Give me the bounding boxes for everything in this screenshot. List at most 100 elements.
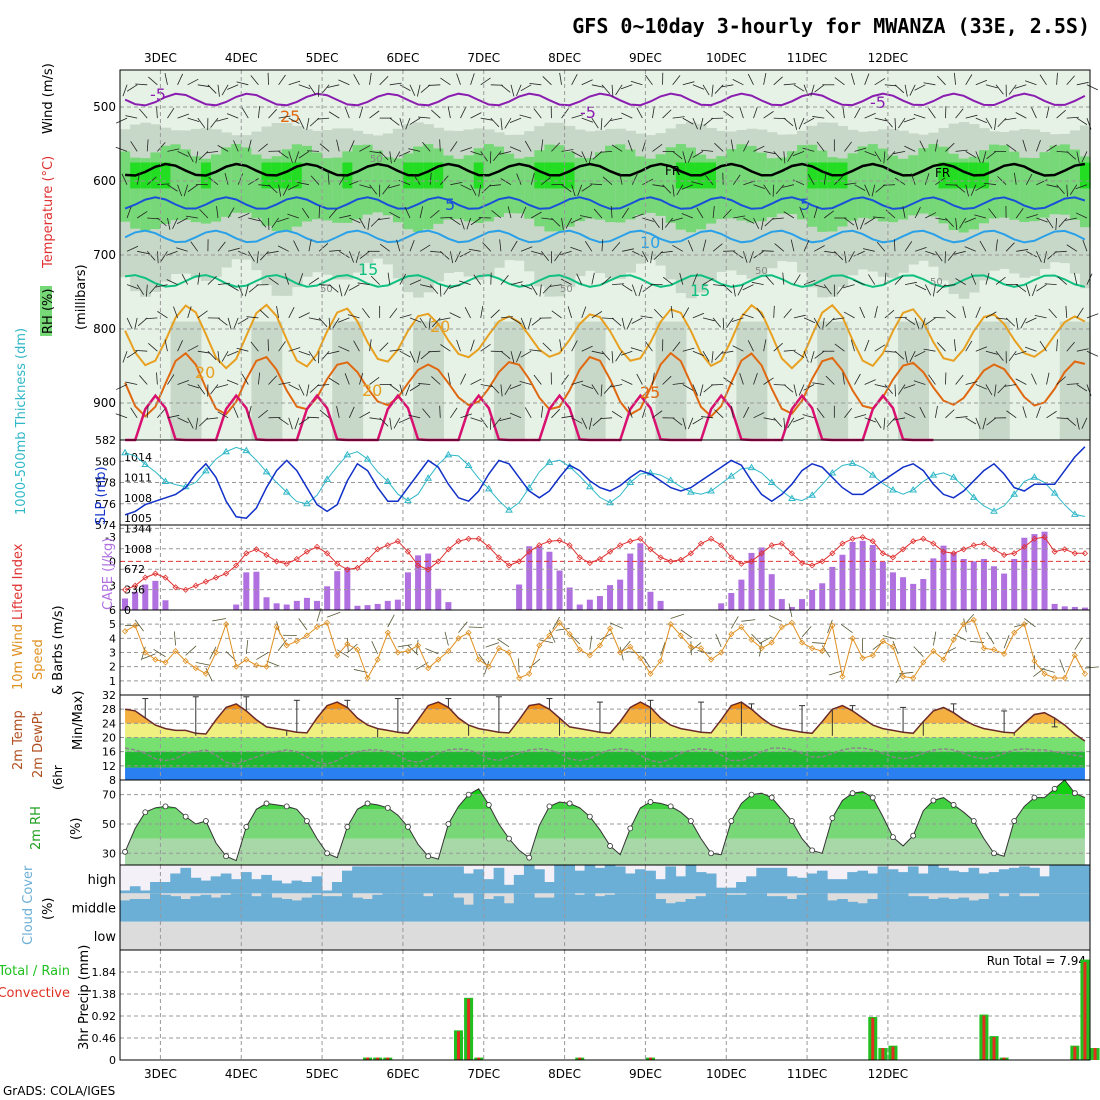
thickness-marker bbox=[646, 468, 655, 476]
wind-barb bbox=[422, 408, 431, 419]
rh-marker bbox=[586, 813, 593, 820]
wind-barb bbox=[775, 184, 785, 195]
wind-barb bbox=[357, 282, 370, 285]
cloud-bar-middle bbox=[1039, 893, 1050, 922]
lifted-index-marker bbox=[536, 542, 543, 549]
cloud-bar-middle bbox=[463, 904, 474, 922]
wind-speed-marker bbox=[1071, 652, 1078, 659]
wind-barb bbox=[1036, 179, 1048, 186]
pressure-tick: 600 bbox=[93, 174, 116, 188]
wind-barb bbox=[321, 350, 330, 361]
cloud-bar-high bbox=[402, 866, 414, 894]
surface-wind-barb bbox=[485, 642, 500, 648]
wind-barb bbox=[803, 351, 809, 363]
wind-barb bbox=[787, 151, 795, 162]
cape-bar bbox=[829, 566, 836, 610]
wind-barb bbox=[160, 251, 168, 262]
wind-barb bbox=[540, 405, 544, 418]
wind-barb bbox=[763, 72, 767, 85]
cloud-bar-high bbox=[170, 873, 181, 894]
wind-barb bbox=[732, 78, 744, 86]
wind-barb bbox=[636, 107, 643, 119]
wind-barb bbox=[428, 84, 441, 86]
wind-barb bbox=[1025, 173, 1033, 185]
cape-bar bbox=[758, 547, 765, 610]
cloud-bar-middle bbox=[139, 899, 151, 922]
wind-barb bbox=[739, 372, 744, 385]
wind-barb bbox=[221, 84, 229, 96]
wind-barb bbox=[237, 317, 249, 325]
wind-barb bbox=[591, 84, 604, 88]
contour-label: 25 bbox=[280, 107, 300, 126]
wind-barb bbox=[955, 149, 968, 152]
wind-barb bbox=[135, 349, 148, 352]
wind-barb bbox=[236, 347, 249, 352]
wind-barb bbox=[348, 251, 355, 263]
wind-barb bbox=[172, 217, 178, 230]
wind-barb bbox=[409, 317, 422, 323]
wind-barb bbox=[393, 417, 401, 429]
rh-low-cell bbox=[170, 321, 182, 440]
cloud-bar-middle bbox=[816, 893, 828, 922]
wind-barb bbox=[964, 246, 976, 252]
wind-barb bbox=[589, 183, 602, 186]
wind-barb bbox=[1036, 217, 1048, 223]
ylabel-rh: RH (%) bbox=[41, 289, 56, 334]
wind-barb bbox=[688, 151, 694, 163]
wind-speed-marker bbox=[182, 657, 189, 665]
rh-green-cell bbox=[352, 145, 364, 220]
wind-barb bbox=[551, 142, 561, 152]
wind-barb bbox=[581, 79, 593, 86]
wind-barb bbox=[771, 217, 784, 220]
wind-barb bbox=[284, 273, 290, 285]
precip-convective-bar bbox=[891, 1046, 895, 1060]
cape-bar bbox=[768, 574, 775, 610]
cloud-bar-high bbox=[352, 866, 363, 894]
wind-barb bbox=[298, 84, 311, 90]
wind-barb bbox=[965, 74, 973, 86]
wind-barb bbox=[621, 379, 633, 385]
ylabel-cloud: Cloud Cover bbox=[21, 865, 36, 945]
cape-bar bbox=[314, 600, 321, 610]
wind-barb bbox=[136, 172, 141, 185]
wind-tick: 4 bbox=[109, 632, 116, 645]
lifted-index-marker bbox=[394, 538, 401, 545]
wind-speed-marker bbox=[586, 652, 593, 659]
wind-barb bbox=[703, 384, 714, 393]
cape-bar bbox=[1021, 537, 1028, 610]
rh-green-cell bbox=[756, 152, 768, 222]
cloud-bar-high bbox=[837, 879, 848, 894]
rh-green-cell bbox=[716, 156, 727, 220]
wind-barb bbox=[187, 384, 200, 389]
wind-barb bbox=[854, 147, 867, 152]
cloud-bar-high bbox=[776, 867, 788, 894]
wind-barb bbox=[456, 73, 461, 85]
contour-label: 15 bbox=[690, 281, 710, 300]
rh-marker bbox=[789, 818, 795, 824]
cape-bar bbox=[778, 599, 785, 610]
chart-title: GFS 0~10day 3-hourly for MWANZA (33E, 2.… bbox=[572, 14, 1090, 38]
wind-barb bbox=[621, 317, 626, 330]
cloud-bar-high bbox=[321, 890, 333, 894]
wind-barb bbox=[864, 151, 877, 157]
wind-barb bbox=[915, 247, 927, 252]
wind-barb bbox=[946, 310, 956, 319]
wind-barb bbox=[157, 311, 168, 319]
wind-barb bbox=[551, 408, 561, 419]
wind-barb bbox=[1076, 151, 1080, 164]
wind-speed-marker bbox=[1021, 621, 1028, 628]
rh-green-cell bbox=[665, 147, 677, 223]
wind-barb bbox=[844, 217, 855, 226]
wind-speed-marker bbox=[334, 652, 341, 659]
wind-barb bbox=[985, 84, 998, 89]
wind-barb bbox=[868, 274, 876, 285]
top-day-label: 5DEC bbox=[306, 51, 339, 65]
rh-low-cell bbox=[999, 321, 1010, 440]
rh-marker bbox=[930, 797, 937, 804]
cape-bar bbox=[576, 604, 583, 610]
wind-barb bbox=[328, 377, 340, 385]
wind-barb bbox=[919, 140, 926, 152]
wind-barb bbox=[319, 409, 330, 419]
rh-green-cell bbox=[625, 149, 636, 220]
wind-barb bbox=[937, 75, 946, 86]
